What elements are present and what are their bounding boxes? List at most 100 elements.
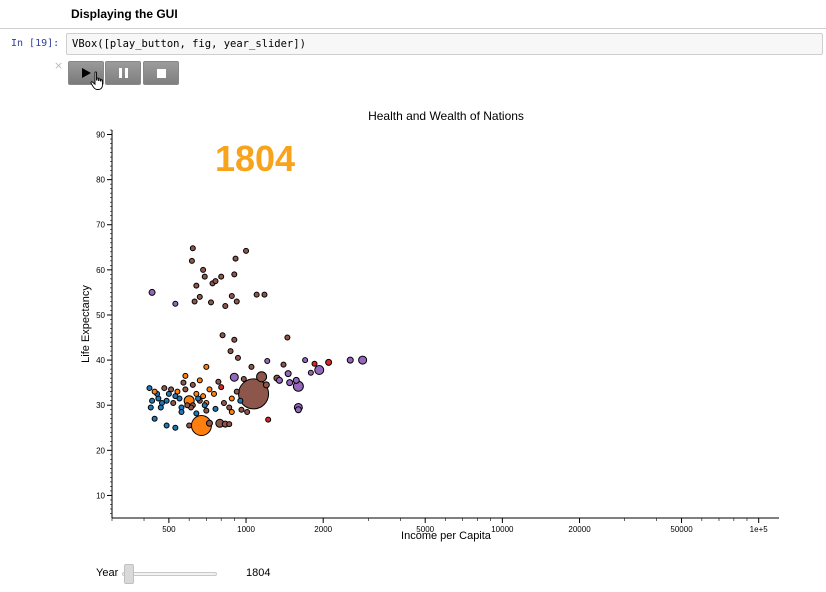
country-bubble [189, 245, 196, 252]
country-bubble [238, 406, 245, 413]
country-bubble [200, 393, 207, 400]
country-bubble [218, 384, 225, 391]
country-bubble [172, 393, 179, 400]
country-bubble [163, 422, 170, 429]
country-bubble [226, 404, 233, 411]
country-bubble [237, 397, 244, 404]
code-cell-input[interactable]: VBox([play_button, fig, year_slider]) [66, 33, 823, 55]
country-bubble [157, 404, 164, 411]
country-bubble [248, 363, 255, 370]
country-bubble [165, 390, 172, 397]
country-bubble [325, 358, 333, 366]
country-bubble [188, 257, 195, 264]
y-tick-label: 20 [96, 446, 105, 455]
x-tick-label: 20000 [568, 525, 591, 534]
year-watermark: 1804 [215, 138, 295, 179]
country-bubble [196, 377, 203, 384]
scatter-chart: 10 20 30 40 50 60 70 80 90 500 1000 2000 5000 10000 20… [80, 109, 779, 542]
country-bubble [311, 360, 318, 367]
cell-prompt: In [19]: [11, 38, 60, 49]
x-tick-label: 5000 [416, 525, 434, 534]
y-tick-label: 60 [96, 266, 105, 275]
section-heading: Displaying the GUI [71, 7, 178, 21]
cell-divider [0, 28, 826, 29]
country-bubble [292, 376, 300, 384]
country-bubble [215, 378, 222, 385]
country-bubble [220, 399, 227, 406]
country-bubble [205, 419, 213, 427]
country-bubble [286, 379, 294, 387]
country-bubble [203, 407, 210, 414]
country-bubble [256, 371, 268, 383]
close-output-icon[interactable]: × [54, 59, 64, 72]
country-bubble [182, 386, 189, 393]
country-bubble [284, 370, 292, 378]
country-bubble [253, 291, 260, 298]
country-bubble [219, 332, 226, 339]
country-bubble [193, 390, 200, 397]
country-bubble [193, 410, 200, 417]
country-bubble [222, 302, 229, 309]
country-bubble [146, 385, 153, 392]
country-bubble [212, 278, 219, 285]
country-bubble [226, 421, 233, 428]
play-button[interactable] [68, 61, 104, 85]
y-tick-label: 10 [96, 491, 105, 500]
country-bubble [244, 408, 251, 415]
x-tick-label: 500 [162, 525, 176, 534]
country-bubble [232, 255, 239, 262]
country-bubble [148, 288, 156, 296]
country-bubble [182, 372, 189, 379]
pause-icon [118, 68, 128, 78]
country-bubble [191, 298, 198, 305]
country-bubble [178, 408, 185, 415]
country-bubble [346, 356, 354, 364]
country-bubble [201, 273, 208, 280]
country-bubble [151, 415, 158, 422]
country-bubble [151, 388, 158, 395]
country-bubble [172, 300, 179, 307]
chart-points [146, 245, 368, 437]
chart-axes: 10 20 30 40 50 60 70 80 90 500 1000 2000 5000 10000 20… [96, 129, 779, 534]
country-bubble [233, 388, 240, 395]
year-slider-handle[interactable] [123, 564, 134, 584]
x-tick-label: 1e+5 [750, 525, 769, 534]
country-bubble [228, 395, 235, 402]
country-bubble [193, 282, 200, 289]
x-axis-label: Income per Capita [401, 530, 492, 542]
country-bubble [228, 408, 235, 415]
country-bubble [307, 369, 314, 376]
year-slider-track[interactable] [122, 572, 217, 576]
country-bubble [284, 334, 291, 341]
country-bubble [207, 299, 214, 306]
country-bubble [280, 361, 287, 368]
x-tick-label: 1000 [237, 525, 255, 534]
year-slider-value: 1804 [246, 567, 271, 579]
country-bubble [231, 271, 238, 278]
country-bubble [240, 376, 247, 383]
country-bubble [234, 354, 241, 361]
country-bubble [184, 402, 191, 409]
country-bubble [227, 348, 234, 355]
stop-button[interactable] [143, 61, 179, 85]
country-bubble [261, 291, 268, 298]
year-slider-label: Year [96, 567, 119, 579]
country-bubble [264, 357, 271, 364]
x-tick-label: 10000 [491, 525, 514, 534]
country-bubble [189, 381, 196, 388]
country-bubble [201, 402, 208, 409]
country-bubble [163, 397, 170, 404]
y-tick-label: 50 [96, 311, 105, 320]
x-tick-label: 2000 [314, 525, 332, 534]
chart-title: Health and Wealth of Nations [368, 109, 524, 123]
pause-button[interactable] [105, 61, 141, 85]
country-bubble [262, 381, 270, 389]
country-bubble [231, 336, 238, 343]
country-bubble [228, 293, 235, 300]
country-bubble [149, 397, 156, 404]
y-tick-label: 90 [96, 131, 105, 140]
country-bubble [206, 386, 213, 393]
country-bubble [265, 416, 272, 423]
country-bubble [147, 404, 154, 411]
play-icon [81, 68, 91, 78]
